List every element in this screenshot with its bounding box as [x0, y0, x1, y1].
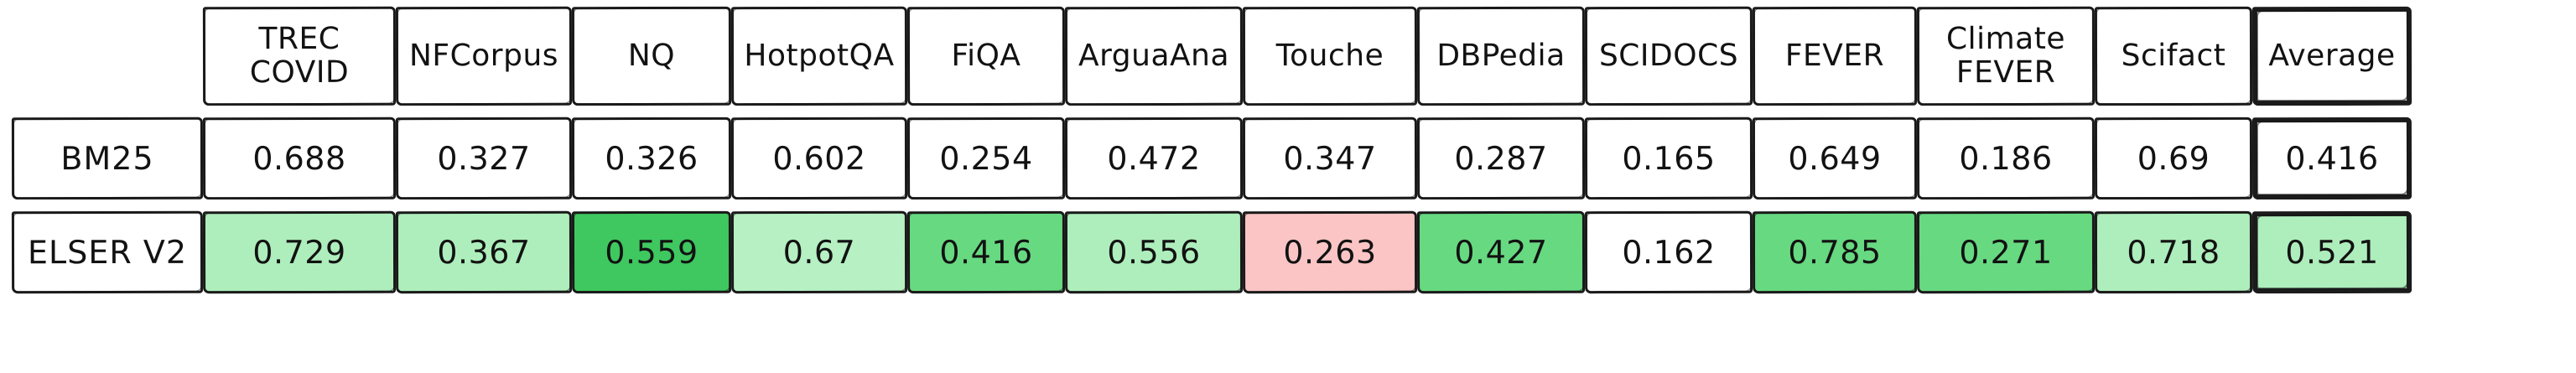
value-elser-v2-nfcorpus: 0.367: [395, 210, 573, 294]
row-gap: [12, 106, 2412, 117]
table-row: BM25 0.688 0.327 0.326 0.602 0: [11, 117, 2412, 200]
value-bm25-touche: 0.347: [1242, 117, 1418, 200]
row-label-cell-bm25: BM25: [11, 117, 204, 200]
value-bm25-scidocs: 0.165: [1584, 117, 1753, 200]
value-elser-v2-fever: 0.785: [1752, 210, 1918, 294]
header-corner-empty: [12, 7, 203, 106]
value-bm25-nfcorpus: 0.327: [395, 117, 573, 200]
row-label-cell-elser-v2: ELSER V2: [11, 210, 204, 294]
data-cell-bm25-average: 0.416: [2251, 117, 2412, 200]
value-bm25-scifact: 0.69: [2094, 117, 2253, 200]
data-cell-elser-v2-nq: 0.559: [571, 210, 732, 294]
data-cell-bm25-nfcorpus: 0.327: [395, 117, 573, 200]
corner-cell: [12, 7, 203, 106]
value-bm25-hotpotqa: 0.602: [730, 117, 908, 200]
value-bm25-average: 0.416: [2251, 117, 2412, 200]
row-gap-cell: [12, 199, 2412, 211]
row-label-elser-v2: ELSER V2: [11, 210, 204, 294]
header-label-touche: Touche: [1242, 6, 1418, 106]
data-cell-bm25-fever: 0.649: [1752, 117, 1918, 200]
data-cell-elser-v2-fiqa: 0.416: [906, 210, 1066, 294]
data-cell-bm25-nq: 0.326: [571, 117, 732, 200]
data-cell-elser-v2-fever: 0.785: [1752, 210, 1918, 294]
header-cell-hotpotqa: HotpotQA: [730, 6, 908, 106]
header-label-average: Average: [2251, 6, 2412, 106]
table-row: ELSER V2 0.729 0.367 0.559 0.67: [11, 210, 2412, 294]
header-label-fiqa: FiQA: [906, 6, 1066, 106]
header-cell-fever: FEVER: [1752, 6, 1918, 106]
data-cell-bm25-climate-fever: 0.186: [1916, 117, 2096, 200]
header-cell-touche: Touche: [1242, 6, 1418, 106]
value-bm25-dbpedia: 0.287: [1416, 117, 1586, 200]
header-line-1: Climate: [1945, 21, 2066, 56]
value-elser-v2-nq: 0.559: [571, 210, 732, 294]
value-elser-v2-fiqa: 0.416: [906, 210, 1066, 294]
header-cell-average: Average: [2251, 6, 2412, 106]
data-cell-elser-v2-nfcorpus: 0.367: [395, 210, 573, 294]
data-cell-elser-v2-trec-covid: 0.729: [202, 210, 397, 294]
header-cell-arguana: ArguaAna: [1064, 6, 1244, 106]
value-elser-v2-scifact: 0.718: [2094, 210, 2253, 294]
value-elser-v2-average: 0.521: [2251, 210, 2412, 294]
value-elser-v2-hotpotqa: 0.67: [730, 210, 908, 294]
data-cell-bm25-touche: 0.347: [1242, 117, 1418, 200]
data-cell-bm25-scifact: 0.69: [2094, 117, 2253, 200]
header-cell-fiqa: FiQA: [906, 6, 1066, 106]
data-cell-bm25-arguana: 0.472: [1064, 117, 1244, 200]
header-label-trec-covid: TREC COVID: [202, 6, 397, 106]
header-label-nq: NQ: [571, 6, 732, 106]
data-cell-bm25-dbpedia: 0.287: [1416, 117, 1586, 200]
row-label-bm25: BM25: [11, 117, 204, 200]
header-label-scifact: Scifact: [2094, 6, 2253, 106]
header-line-1: TREC: [258, 21, 340, 56]
value-bm25-climate-fever: 0.186: [1916, 117, 2096, 200]
value-elser-v2-arguana: 0.556: [1064, 210, 1244, 294]
data-cell-elser-v2-scifact: 0.718: [2094, 210, 2253, 294]
value-elser-v2-trec-covid: 0.729: [202, 210, 397, 294]
header-label-scidocs: SCIDOCS: [1584, 6, 1753, 106]
header-cell-scifact: Scifact: [2094, 6, 2253, 106]
value-bm25-trec-covid: 0.688: [202, 117, 397, 200]
data-cell-elser-v2-touche: 0.263: [1242, 210, 1418, 294]
value-elser-v2-dbpedia: 0.427: [1416, 210, 1586, 294]
header-cell-scidocs: SCIDOCS: [1584, 6, 1753, 106]
header-cell-nfcorpus: NFCorpus: [395, 6, 573, 106]
data-cell-elser-v2-climate-fever: 0.271: [1916, 210, 2096, 294]
header-cell-nq: NQ: [571, 6, 732, 106]
data-cell-elser-v2-arguana: 0.556: [1064, 210, 1244, 294]
benchmark-table: TREC COVID NFCorpus NQ HotpotQA: [11, 6, 2412, 294]
header-label-nfcorpus: NFCorpus: [395, 6, 573, 106]
value-bm25-fever: 0.649: [1752, 117, 1918, 200]
data-cell-bm25-scidocs: 0.165: [1584, 117, 1753, 200]
header-line-2: FEVER: [1955, 54, 2056, 91]
header-label-climate-fever: Climate FEVER: [1916, 6, 2096, 106]
row-gap-cell: [12, 106, 2412, 117]
row-gap: [12, 199, 2412, 211]
data-cell-elser-v2-hotpotqa: 0.67: [730, 210, 908, 294]
header-label-arguana: ArguaAna: [1064, 6, 1244, 106]
data-cell-elser-v2-scidocs: 0.162: [1584, 210, 1753, 294]
data-cell-bm25-fiqa: 0.254: [906, 117, 1066, 200]
header-cell-climate-fever: Climate FEVER: [1916, 6, 2096, 106]
header-line-2: COVID: [249, 54, 350, 91]
header-label-dbpedia: DBPedia: [1416, 6, 1586, 106]
results-table: TREC COVID NFCorpus NQ HotpotQA: [11, 6, 2412, 294]
header-cell-trec-covid: TREC COVID: [202, 6, 397, 106]
header-cell-dbpedia: DBPedia: [1416, 6, 1586, 106]
table-header-row: TREC COVID NFCorpus NQ HotpotQA: [12, 6, 2412, 106]
data-cell-elser-v2-average: 0.521: [2251, 210, 2412, 294]
data-cell-bm25-trec-covid: 0.688: [202, 117, 397, 200]
header-label-hotpotqa: HotpotQA: [730, 6, 908, 106]
header-label-fever: FEVER: [1752, 6, 1918, 106]
value-bm25-arguana: 0.472: [1064, 117, 1244, 200]
value-elser-v2-scidocs: 0.162: [1584, 210, 1753, 294]
value-bm25-fiqa: 0.254: [906, 117, 1066, 200]
value-bm25-nq: 0.326: [571, 117, 732, 200]
data-cell-bm25-hotpotqa: 0.602: [730, 117, 908, 200]
value-elser-v2-climate-fever: 0.271: [1916, 210, 2096, 294]
data-cell-elser-v2-dbpedia: 0.427: [1416, 210, 1586, 294]
value-elser-v2-touche: 0.263: [1242, 210, 1418, 294]
